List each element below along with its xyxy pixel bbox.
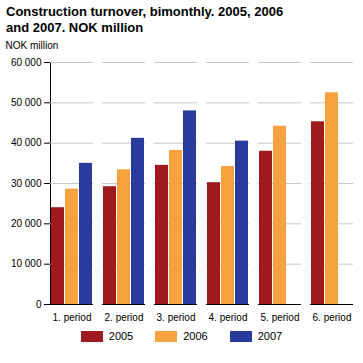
svg-text:50 000: 50 000: [11, 97, 42, 108]
svg-text:40 000: 40 000: [11, 137, 42, 148]
svg-text:4. period: 4. period: [209, 312, 248, 323]
svg-text:60 000: 60 000: [11, 57, 42, 68]
svg-text:10 000: 10 000: [11, 258, 42, 269]
svg-text:3. period: 3. period: [157, 312, 196, 323]
svg-text:2. period: 2. period: [105, 312, 144, 323]
svg-text:20 000: 20 000: [11, 218, 42, 229]
html-text:2007: 2007: [257, 330, 283, 342]
html-text:2006: 2006: [183, 330, 208, 342]
html-text:2005: 2005: [108, 330, 134, 342]
svg-text:30 000: 30 000: [11, 178, 42, 189]
svg-text:1. period: 1. period: [53, 312, 92, 323]
svg-text:6. period: 6. period: [313, 312, 352, 323]
svg-text:5. period: 5. period: [261, 312, 300, 323]
svg-text:0: 0: [36, 299, 42, 310]
html-text:Construction turnover, bimonth: Construction turnover, bimonthly. 2005, …: [6, 4, 284, 35]
svg-text:NOK million: NOK million: [6, 40, 59, 51]
